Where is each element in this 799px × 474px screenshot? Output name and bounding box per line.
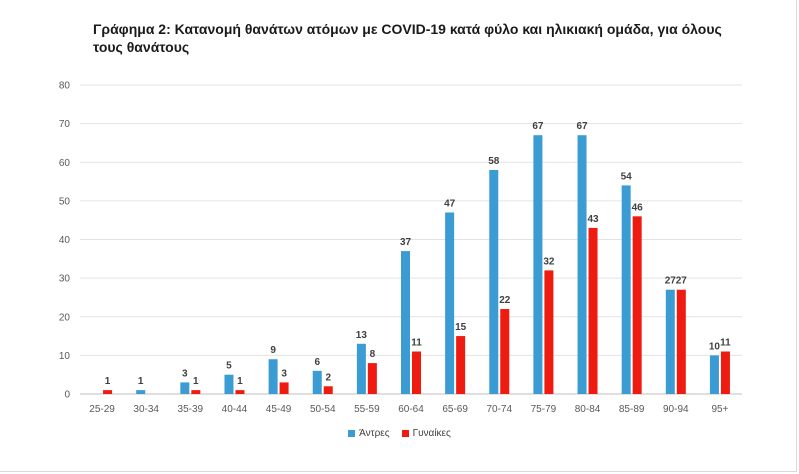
y-tick-label: 70 xyxy=(59,119,71,130)
bar-women xyxy=(544,270,554,394)
x-tick-label: 85-89 xyxy=(619,404,645,415)
data-label: 58 xyxy=(488,156,500,167)
bar-women xyxy=(500,309,510,394)
data-label: 1 xyxy=(237,376,243,387)
y-tick-label: 60 xyxy=(59,158,71,169)
legend-swatch-women xyxy=(401,430,409,437)
bar-men xyxy=(401,251,410,394)
data-label: 11 xyxy=(411,338,422,349)
data-label: 46 xyxy=(632,202,644,213)
data-label: 67 xyxy=(532,121,544,132)
x-tick-label: 80-84 xyxy=(575,404,601,415)
data-label: 67 xyxy=(576,121,588,132)
x-tick-label: 95+ xyxy=(711,404,728,415)
bar-women xyxy=(676,289,686,394)
data-label: 27 xyxy=(676,276,688,287)
data-label: 3 xyxy=(182,368,188,379)
bar-women xyxy=(367,363,377,394)
x-tick-label: 65-69 xyxy=(442,404,468,415)
bar-men xyxy=(180,382,190,394)
x-tick-label: 35-39 xyxy=(178,404,204,415)
legend-item-men: Άντρες xyxy=(348,428,390,439)
bar-men xyxy=(665,289,675,394)
data-label: 22 xyxy=(499,295,511,306)
y-tick-label: 0 xyxy=(64,390,70,401)
y-tick-label: 30 xyxy=(59,274,71,285)
x-tick-label: 40-44 xyxy=(222,404,248,415)
y-tick-label: 80 xyxy=(59,81,71,92)
x-tick-label: 70-74 xyxy=(486,404,512,415)
y-tick-label: 10 xyxy=(59,351,71,362)
data-label: 2 xyxy=(325,372,331,383)
x-tick-label: 75-79 xyxy=(531,404,557,415)
y-tick-label: 40 xyxy=(59,235,71,246)
grid-lines xyxy=(80,84,742,395)
bar-women xyxy=(235,390,245,394)
bar-men xyxy=(709,355,719,394)
x-tick-label: 30-34 xyxy=(133,404,159,415)
y-tick-label: 20 xyxy=(59,312,71,323)
data-label: 3 xyxy=(281,368,287,379)
bar-men xyxy=(533,135,543,394)
x-tick-label: 55-59 xyxy=(354,404,380,415)
bars xyxy=(103,135,730,394)
data-label: 37 xyxy=(400,237,412,248)
y-tick-labels: 0 10 20 30 40 50 60 70 80 xyxy=(59,81,71,401)
data-label: 32 xyxy=(543,256,555,267)
data-label: 43 xyxy=(587,214,599,225)
bar-women xyxy=(720,351,730,394)
legend-label-men: Άντρες xyxy=(359,428,390,439)
data-label: 11 xyxy=(720,338,731,349)
y-tick-label: 50 xyxy=(59,196,71,207)
bar-women xyxy=(588,227,598,394)
data-label: 8 xyxy=(370,349,376,360)
bar-men xyxy=(445,212,455,394)
chart-title: Γράφημα 2: Κατανομή θανάτων ατόμων με CO… xyxy=(93,21,722,55)
legend-swatch-men xyxy=(348,430,356,437)
data-label: 9 xyxy=(270,345,276,356)
bar-men xyxy=(136,390,146,394)
bar-men xyxy=(268,359,278,394)
x-tick-label: 90-94 xyxy=(663,404,689,415)
data-label: 1 xyxy=(105,376,111,387)
bar-women xyxy=(103,390,113,394)
bar-men xyxy=(312,370,322,394)
legend-item-women: Γυναίκες xyxy=(401,428,451,439)
data-label: 6 xyxy=(314,357,320,368)
bar-women xyxy=(412,351,421,394)
legend-label-women: Γυναίκες xyxy=(412,428,451,439)
x-tick-labels: 25-29 30-34 35-39 40-44 45-49 50-54 55-59 60-64… xyxy=(89,404,728,415)
data-label: 54 xyxy=(621,171,633,182)
legend: Άντρες Γυναίκες xyxy=(0,428,799,439)
data-label: 5 xyxy=(226,361,232,372)
data-label: 13 xyxy=(356,330,368,341)
bar-women xyxy=(323,386,333,394)
bar-men xyxy=(489,169,499,394)
data-label: 27 xyxy=(665,276,677,287)
bar-women xyxy=(456,336,466,394)
x-tick-label: 45-49 xyxy=(266,404,292,415)
bar-men xyxy=(356,343,366,394)
data-label: 47 xyxy=(444,198,456,209)
bar-men xyxy=(621,185,631,394)
bar-women xyxy=(632,216,642,394)
bar-women xyxy=(279,382,289,394)
data-label: 10 xyxy=(709,341,721,352)
bar-women xyxy=(191,390,201,394)
x-tick-label: 60-64 xyxy=(398,404,424,415)
bar-men xyxy=(224,374,234,394)
bar-men xyxy=(577,135,587,394)
data-label: 15 xyxy=(455,322,467,333)
data-label: 1 xyxy=(138,376,144,387)
x-tick-label: 25-29 xyxy=(89,404,115,415)
data-label: 1 xyxy=(193,376,199,387)
x-tick-label: 50-54 xyxy=(310,404,336,415)
